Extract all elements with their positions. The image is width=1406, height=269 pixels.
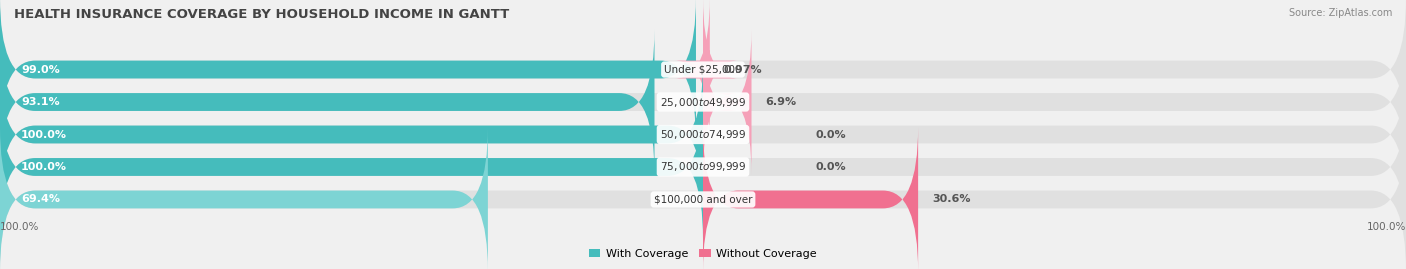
Text: 100.0%: 100.0% [21, 162, 67, 172]
FancyBboxPatch shape [0, 95, 703, 239]
Text: Under $25,000: Under $25,000 [664, 65, 742, 75]
Text: $25,000 to $49,999: $25,000 to $49,999 [659, 95, 747, 108]
Text: 0.0%: 0.0% [815, 129, 846, 140]
FancyBboxPatch shape [0, 127, 488, 269]
Text: $50,000 to $74,999: $50,000 to $74,999 [659, 128, 747, 141]
FancyBboxPatch shape [0, 0, 1406, 142]
Text: 69.4%: 69.4% [21, 194, 60, 204]
Text: 30.6%: 30.6% [932, 194, 970, 204]
Text: 6.9%: 6.9% [766, 97, 797, 107]
FancyBboxPatch shape [0, 30, 1406, 174]
FancyBboxPatch shape [0, 62, 703, 207]
FancyBboxPatch shape [0, 30, 654, 174]
Legend: With Coverage, Without Coverage: With Coverage, Without Coverage [585, 244, 821, 263]
Text: 100.0%: 100.0% [0, 222, 39, 232]
FancyBboxPatch shape [703, 30, 752, 174]
Text: 0.0%: 0.0% [815, 162, 846, 172]
Text: HEALTH INSURANCE COVERAGE BY HOUSEHOLD INCOME IN GANTT: HEALTH INSURANCE COVERAGE BY HOUSEHOLD I… [14, 8, 509, 21]
Text: 99.0%: 99.0% [21, 65, 60, 75]
FancyBboxPatch shape [675, 0, 738, 142]
Text: 0.97%: 0.97% [724, 65, 762, 75]
Text: 93.1%: 93.1% [21, 97, 59, 107]
FancyBboxPatch shape [0, 127, 1406, 269]
Text: Source: ZipAtlas.com: Source: ZipAtlas.com [1288, 8, 1392, 18]
Text: $100,000 and over: $100,000 and over [654, 194, 752, 204]
FancyBboxPatch shape [0, 95, 1406, 239]
Text: 100.0%: 100.0% [21, 129, 67, 140]
FancyBboxPatch shape [0, 0, 696, 142]
FancyBboxPatch shape [703, 127, 918, 269]
Text: $75,000 to $99,999: $75,000 to $99,999 [659, 161, 747, 174]
Text: 100.0%: 100.0% [1367, 222, 1406, 232]
FancyBboxPatch shape [0, 62, 1406, 207]
